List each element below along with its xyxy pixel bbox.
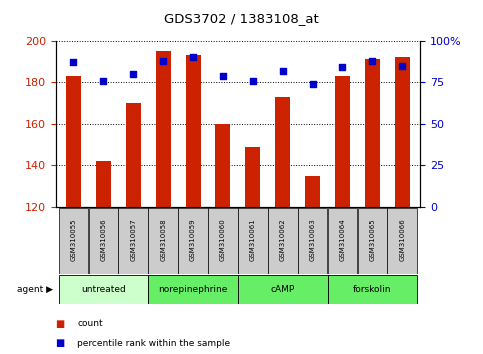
Bar bbox=[245, 147, 260, 207]
Text: GSM310063: GSM310063 bbox=[310, 218, 315, 261]
Point bbox=[339, 64, 346, 70]
FancyBboxPatch shape bbox=[88, 208, 118, 274]
Point bbox=[309, 81, 316, 87]
Point bbox=[219, 73, 227, 79]
Point bbox=[129, 71, 137, 77]
Point bbox=[398, 63, 406, 69]
Point bbox=[70, 59, 77, 65]
Point bbox=[279, 68, 286, 74]
Bar bbox=[275, 97, 290, 207]
FancyBboxPatch shape bbox=[238, 275, 327, 304]
FancyBboxPatch shape bbox=[148, 275, 238, 304]
Text: forskolin: forskolin bbox=[353, 285, 392, 294]
Bar bbox=[395, 57, 410, 207]
Bar bbox=[335, 76, 350, 207]
Text: GSM310057: GSM310057 bbox=[130, 218, 136, 261]
Bar bbox=[96, 161, 111, 207]
FancyBboxPatch shape bbox=[387, 208, 417, 274]
Point bbox=[369, 58, 376, 63]
Text: count: count bbox=[77, 319, 103, 329]
Bar bbox=[365, 59, 380, 207]
Point bbox=[99, 78, 107, 84]
Point bbox=[159, 58, 167, 63]
FancyBboxPatch shape bbox=[298, 208, 327, 274]
FancyBboxPatch shape bbox=[148, 208, 178, 274]
Text: agent ▶: agent ▶ bbox=[17, 285, 53, 294]
FancyBboxPatch shape bbox=[238, 208, 268, 274]
Point bbox=[189, 55, 197, 60]
FancyBboxPatch shape bbox=[327, 275, 417, 304]
Bar bbox=[185, 55, 200, 207]
Text: GSM310058: GSM310058 bbox=[160, 218, 166, 261]
Text: GSM310062: GSM310062 bbox=[280, 218, 286, 261]
FancyBboxPatch shape bbox=[178, 208, 208, 274]
FancyBboxPatch shape bbox=[58, 208, 88, 274]
Text: GSM310065: GSM310065 bbox=[369, 218, 375, 261]
Text: GSM310066: GSM310066 bbox=[399, 218, 405, 261]
Bar bbox=[305, 176, 320, 207]
Text: cAMP: cAMP bbox=[270, 285, 295, 294]
Bar bbox=[156, 51, 170, 207]
FancyBboxPatch shape bbox=[208, 208, 238, 274]
FancyBboxPatch shape bbox=[268, 208, 298, 274]
Text: GSM310064: GSM310064 bbox=[340, 218, 345, 261]
Text: GSM310059: GSM310059 bbox=[190, 218, 196, 261]
Text: GSM310056: GSM310056 bbox=[100, 218, 106, 261]
FancyBboxPatch shape bbox=[118, 208, 148, 274]
Text: GSM310061: GSM310061 bbox=[250, 218, 256, 261]
Text: ■: ■ bbox=[56, 319, 65, 329]
Bar bbox=[215, 124, 230, 207]
Text: GSM310055: GSM310055 bbox=[71, 218, 76, 261]
Bar bbox=[66, 76, 81, 207]
FancyBboxPatch shape bbox=[357, 208, 387, 274]
FancyBboxPatch shape bbox=[58, 275, 148, 304]
Text: percentile rank within the sample: percentile rank within the sample bbox=[77, 339, 230, 348]
Text: GDS3702 / 1383108_at: GDS3702 / 1383108_at bbox=[164, 12, 319, 25]
Text: untreated: untreated bbox=[81, 285, 126, 294]
Text: GSM310060: GSM310060 bbox=[220, 218, 226, 261]
Text: ■: ■ bbox=[56, 338, 65, 348]
Point bbox=[249, 78, 256, 84]
FancyBboxPatch shape bbox=[327, 208, 357, 274]
Text: norepinephrine: norepinephrine bbox=[158, 285, 227, 294]
Bar bbox=[126, 103, 141, 207]
